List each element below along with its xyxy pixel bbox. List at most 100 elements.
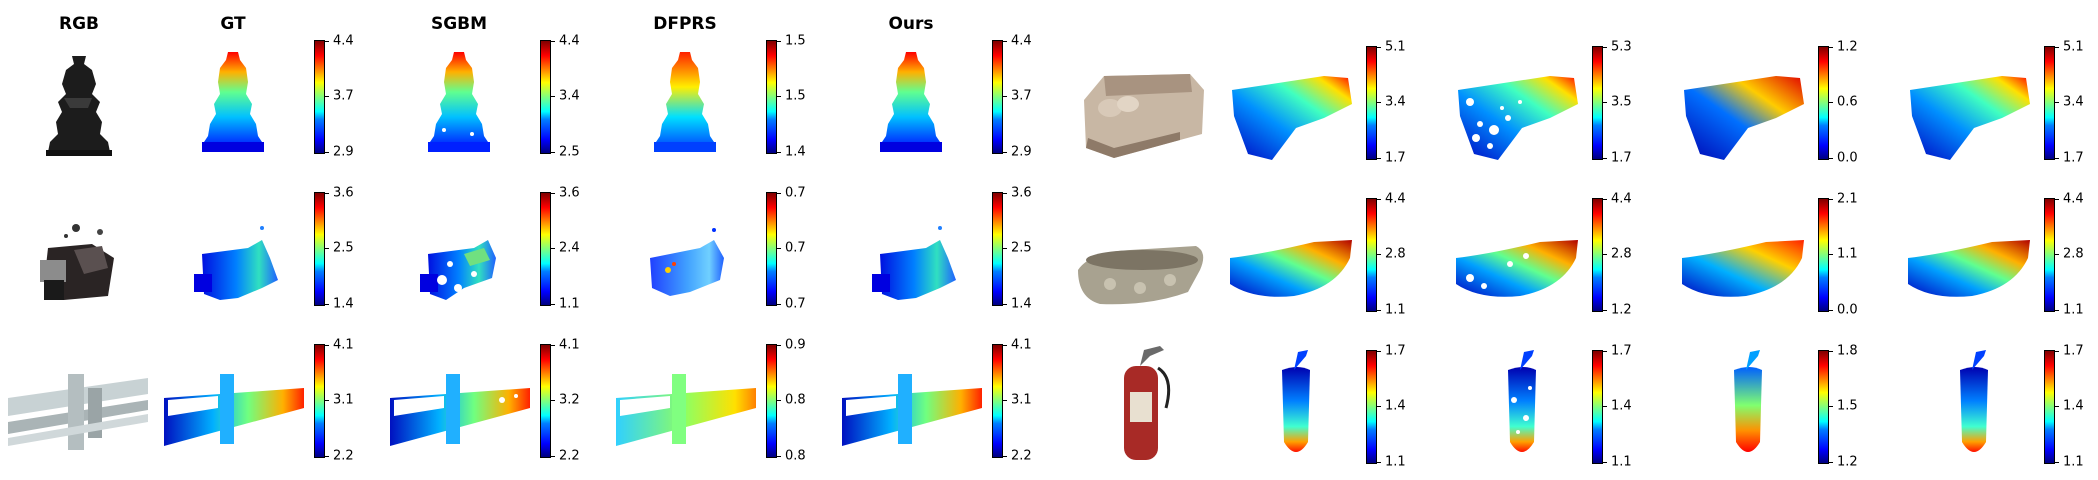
gt-fire-extinguisher-depth-map [1224, 338, 1374, 468]
ours-chess-piece-depth-map [836, 38, 986, 168]
colorbar-tick-label: 2.2 [333, 448, 354, 464]
colorbar-tick-label: 2.4 [559, 240, 580, 256]
rgb-sofa-image [1070, 38, 1220, 168]
colorbar-sgbm-cluttered-objects: 3.6 2.4 1.1 [540, 186, 580, 312]
dfprs-chess-piece-depth-map [610, 38, 760, 168]
colorbar-tick-label: 1.4 [1385, 398, 1406, 414]
colorbar-tick-label: 0.7 [785, 296, 806, 312]
colorbar-tick-label: 0.0 [1837, 150, 1858, 166]
colorbar-tick-label: 1.2 [1611, 302, 1632, 318]
colorbar-tick-label: 2.8 [1611, 246, 1632, 262]
ours-railing-depth-map [836, 338, 986, 468]
colorbar-tick-label: 1.8 [1837, 343, 1858, 359]
colorbar-tick-label: 1.4 [1611, 398, 1632, 414]
colorbar-tick-label: 1.1 [2063, 454, 2084, 470]
colorbar-tick-label: 1.1 [1385, 302, 1406, 318]
colorbar-tick-label: 3.4 [1385, 94, 1406, 110]
colorbar-tick-label: 1.4 [1011, 296, 1032, 312]
colorbar-tick-label: 4.4 [1611, 191, 1632, 207]
colorbar-sgbm-fire-extinguisher: 1.7 1.4 1.1 [1592, 344, 1632, 470]
colorbar-tick-label: 0.0 [1837, 302, 1858, 318]
colorbar-tick-label: 1.1 [1385, 454, 1406, 470]
colorbar-tick-label: 4.4 [333, 33, 354, 49]
colorbar-sgbm-railing: 4.1 3.2 2.2 [540, 338, 580, 464]
dfprs-bathtub-depth-map [1676, 188, 1826, 318]
dfprs-fire-extinguisher-depth-map [1676, 338, 1826, 468]
colorbar-tick-label: 3.7 [1011, 88, 1032, 104]
colorbar-sgbm-chess-piece: 4.4 3.4 2.5 [540, 34, 580, 160]
colorbar-ours-sofa: 5.1 3.4 1.7 [2044, 40, 2084, 166]
colorbar-tick-label: 5.1 [2063, 39, 2084, 55]
colorbar-tick-label: 2.2 [1011, 448, 1032, 464]
colorbar-tick-label: 3.6 [333, 185, 354, 201]
colorbar-dfprs-railing: 0.9 0.8 0.8 [766, 338, 806, 464]
colorbar-dfprs-bathtub: 2.1 1.1 0.0 [1818, 192, 1858, 318]
colorbar-tick-label: 4.4 [1385, 191, 1406, 207]
column-header-gt: GT [220, 14, 246, 34]
colorbar-tick-label: 3.2 [559, 392, 580, 408]
colorbar-tick-label: 3.6 [1011, 185, 1032, 201]
dfprs-sofa-depth-map [1676, 38, 1826, 168]
column-header-sgbm: SGBM [430, 14, 488, 34]
colorbar-ours-railing: 4.1 3.1 2.2 [992, 338, 1032, 464]
colorbar-tick-label: 1.4 [785, 144, 806, 160]
rgb-fire-extinguisher-image [1070, 338, 1220, 468]
colorbar-tick-label: 1.7 [1611, 343, 1632, 359]
colorbar-tick-label: 1.1 [559, 296, 580, 312]
colorbar-tick-label: 0.7 [785, 240, 806, 256]
column-header-rgb: RGB [58, 14, 100, 34]
colorbar-dfprs-cluttered-objects: 0.7 0.7 0.7 [766, 186, 806, 312]
colorbar-tick-label: 1.1 [1837, 246, 1858, 262]
colorbar-tick-label: 1.7 [2063, 343, 2084, 359]
ours-fire-extinguisher-depth-map [1902, 338, 2052, 468]
colorbar-tick-label: 3.4 [2063, 94, 2084, 110]
colorbar-tick-label: 4.1 [559, 337, 580, 353]
colorbar-tick-label: 0.7 [785, 185, 806, 201]
colorbar-tick-label: 1.7 [1611, 150, 1632, 166]
colorbar-dfprs-fire-extinguisher: 1.8 1.5 1.2 [1818, 344, 1858, 470]
colorbar-tick-label: 4.1 [333, 337, 354, 353]
colorbar-tick-label: 1.7 [1385, 150, 1406, 166]
colorbar-tick-label: 0.8 [785, 392, 806, 408]
colorbar-gt-cluttered-objects: 3.6 2.5 1.4 [314, 186, 354, 312]
colorbar-tick-label: 1.7 [1385, 343, 1406, 359]
colorbar-sgbm-bathtub: 4.4 2.8 1.2 [1592, 192, 1632, 318]
rgb-chess-piece-image [4, 38, 154, 168]
colorbar-ours-fire-extinguisher: 1.7 1.4 1.1 [2044, 344, 2084, 470]
colorbar-tick-label: 0.8 [785, 448, 806, 464]
colorbar-tick-label: 2.8 [1385, 246, 1406, 262]
colorbar-tick-label: 3.1 [333, 392, 354, 408]
colorbar-tick-label: 3.6 [559, 185, 580, 201]
colorbar-gt-sofa: 5.1 3.4 1.7 [1366, 40, 1406, 166]
colorbar-dfprs-sofa: 1.2 0.6 0.0 [1818, 40, 1858, 166]
gt-chess-piece-depth-map [158, 38, 308, 168]
sgbm-fire-extinguisher-depth-map [1450, 338, 1600, 468]
colorbar-tick-label: 2.9 [333, 144, 354, 160]
colorbar-tick-label: 2.8 [2063, 246, 2084, 262]
colorbar-tick-label: 2.2 [559, 448, 580, 464]
sgbm-chess-piece-depth-map [384, 38, 534, 168]
ours-sofa-depth-map [1902, 38, 2052, 168]
colorbar-tick-label: 1.2 [1837, 39, 1858, 55]
colorbar-tick-label: 1.7 [2063, 150, 2084, 166]
colorbar-ours-bathtub: 4.4 2.8 1.1 [2044, 192, 2084, 318]
gt-sofa-depth-map [1224, 38, 1374, 168]
gt-cluttered-objects-depth-map [158, 188, 308, 318]
colorbar-tick-label: 5.1 [1385, 39, 1406, 55]
colorbar-ours-cluttered-objects: 3.6 2.5 1.4 [992, 186, 1032, 312]
colorbar-tick-label: 0.6 [1837, 94, 1858, 110]
column-header-dfprs: DFPRS [653, 14, 717, 34]
rgb-railing-image [4, 338, 154, 468]
colorbar-tick-label: 2.5 [559, 144, 580, 160]
colorbar-gt-chess-piece: 4.4 3.7 2.9 [314, 34, 354, 160]
colorbar-tick-label: 1.5 [1837, 398, 1858, 414]
colorbar-tick-label: 1.4 [2063, 398, 2084, 414]
gt-bathtub-depth-map [1224, 188, 1374, 318]
colorbar-tick-label: 2.5 [1011, 240, 1032, 256]
colorbar-tick-label: 3.1 [1011, 392, 1032, 408]
colorbar-tick-label: 1.4 [333, 296, 354, 312]
colorbar-tick-label: 3.5 [1611, 94, 1632, 110]
colorbar-tick-label: 4.4 [559, 33, 580, 49]
rgb-cluttered-objects-image [4, 188, 154, 318]
colorbar-tick-label: 2.9 [1011, 144, 1032, 160]
